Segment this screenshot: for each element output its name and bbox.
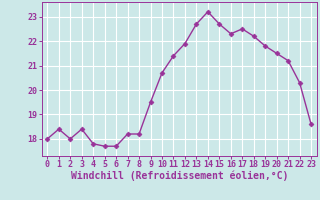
X-axis label: Windchill (Refroidissement éolien,°C): Windchill (Refroidissement éolien,°C) xyxy=(70,171,288,181)
